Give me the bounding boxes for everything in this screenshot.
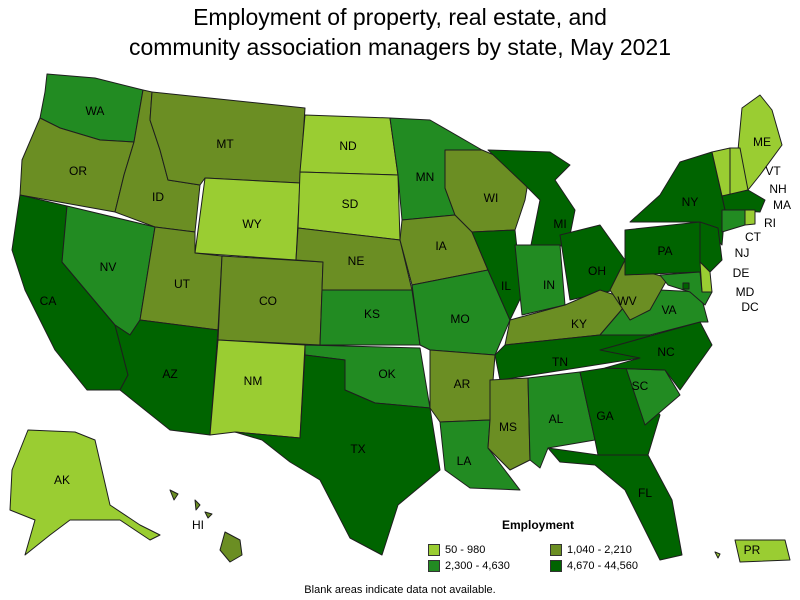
state-label-id: ID	[152, 190, 164, 204]
state-in[interactable]	[514, 244, 566, 316]
state-label-tx: TX	[350, 442, 365, 456]
state-label-tn: TN	[552, 355, 568, 369]
state-label-wa: WA	[86, 104, 105, 118]
state-label-ma: MA	[773, 198, 791, 212]
state-label-pa: PA	[657, 244, 672, 258]
state-nc[interactable]	[599, 321, 713, 391]
state-label-ne: NE	[348, 254, 365, 268]
state-label-oh: OH	[588, 264, 606, 278]
map-title: Employment of property, real estate, and…	[0, 2, 800, 62]
state-label-in: IN	[543, 278, 555, 292]
state-label-ok: OK	[378, 367, 395, 381]
state-label-va: VA	[661, 303, 676, 317]
state-tx[interactable]	[234, 354, 441, 556]
state-label-co: CO	[259, 294, 277, 308]
state-label-sd: SD	[342, 197, 359, 211]
state-ct[interactable]	[721, 209, 746, 233]
footnote: Blank areas indicate data not available.	[304, 584, 496, 596]
state-az[interactable]	[114, 319, 219, 436]
state-label-ky: KY	[571, 317, 587, 331]
legend: Employment 50 - 980 1,040 - 2,210 2,300 …	[428, 518, 688, 572]
state-pr[interactable]	[714, 539, 791, 563]
state-label-fl: FL	[638, 486, 652, 500]
state-nj[interactable]	[699, 221, 723, 273]
state-label-nh: NH	[769, 182, 786, 196]
state-label-ks: KS	[364, 307, 380, 321]
state-label-ar: AR	[454, 377, 471, 391]
state-label-mn: MN	[416, 170, 435, 184]
legend-swatch-4	[550, 560, 562, 572]
state-label-wy: WY	[242, 217, 261, 231]
state-label-ia: IA	[435, 239, 446, 253]
state-label-la: LA	[457, 454, 472, 468]
state-ri[interactable]	[744, 209, 756, 226]
state-mi[interactable]	[487, 149, 576, 251]
legend-label-3: 2,300 - 4,630	[445, 560, 510, 572]
state-label-ct: CT	[745, 230, 762, 244]
state-label-vt: VT	[765, 164, 781, 178]
state-label-md: MD	[736, 285, 755, 299]
legend-label-4: 4,670 - 44,560	[567, 560, 638, 572]
state-label-mo: MO	[450, 312, 469, 326]
state-label-il: IL	[501, 279, 511, 293]
legend-item-1: 50 - 980	[428, 544, 550, 556]
state-label-me: ME	[753, 135, 771, 149]
legend-swatch-1	[428, 544, 440, 556]
state-label-az: AZ	[162, 367, 177, 381]
state-label-or: OR	[69, 164, 87, 178]
state-label-ut: UT	[174, 277, 191, 291]
state-label-nj: NJ	[735, 246, 750, 260]
state-label-wv: WV	[617, 294, 636, 308]
legend-swatch-2	[550, 544, 562, 556]
state-label-hi: HI	[192, 518, 204, 532]
state-label-mi: MI	[553, 217, 566, 231]
state-label-nm: NM	[244, 374, 263, 388]
legend-item-3: 2,300 - 4,630	[428, 560, 550, 572]
state-nm[interactable]	[209, 339, 306, 439]
state-label-ga: GA	[596, 409, 613, 423]
state-label-nc: NC	[657, 345, 675, 359]
state-label-dc: DC	[741, 300, 759, 314]
state-fl[interactable]	[547, 447, 683, 561]
legend-label-1: 50 - 980	[445, 544, 486, 556]
state-label-nv: NV	[100, 260, 117, 274]
state-hi[interactable]	[169, 489, 243, 563]
state-label-al: AL	[549, 412, 564, 426]
state-ak[interactable]	[9, 429, 161, 556]
state-label-wi: WI	[484, 191, 499, 205]
title-line-2: community association managers by state,…	[128, 34, 672, 60]
state-ma[interactable]	[721, 189, 766, 213]
state-label-ri: RI	[764, 216, 776, 230]
state-label-nd: ND	[339, 139, 357, 153]
state-label-ms: MS	[499, 420, 517, 434]
legend-grid: 50 - 980 1,040 - 2,210 2,300 - 4,630 4,6…	[428, 544, 688, 572]
legend-swatch-3	[428, 560, 440, 572]
state-label-ak: AK	[54, 473, 70, 487]
state-label-pr: PR	[744, 543, 761, 557]
legend-label-2: 1,040 - 2,210	[567, 544, 632, 556]
state-label-ny: NY	[682, 195, 699, 209]
legend-item-4: 4,670 - 44,560	[550, 560, 680, 572]
state-il[interactable]	[471, 229, 523, 321]
legend-item-2: 1,040 - 2,210	[550, 544, 680, 556]
state-dc[interactable]	[682, 282, 690, 290]
state-label-mt: MT	[216, 137, 234, 151]
state-label-sc: SC	[632, 379, 649, 393]
state-label-ca: CA	[40, 294, 57, 308]
title-line-1: Employment of property, real estate, and	[193, 4, 607, 30]
legend-title: Employment	[501, 518, 574, 532]
state-label-de: DE	[733, 266, 750, 280]
